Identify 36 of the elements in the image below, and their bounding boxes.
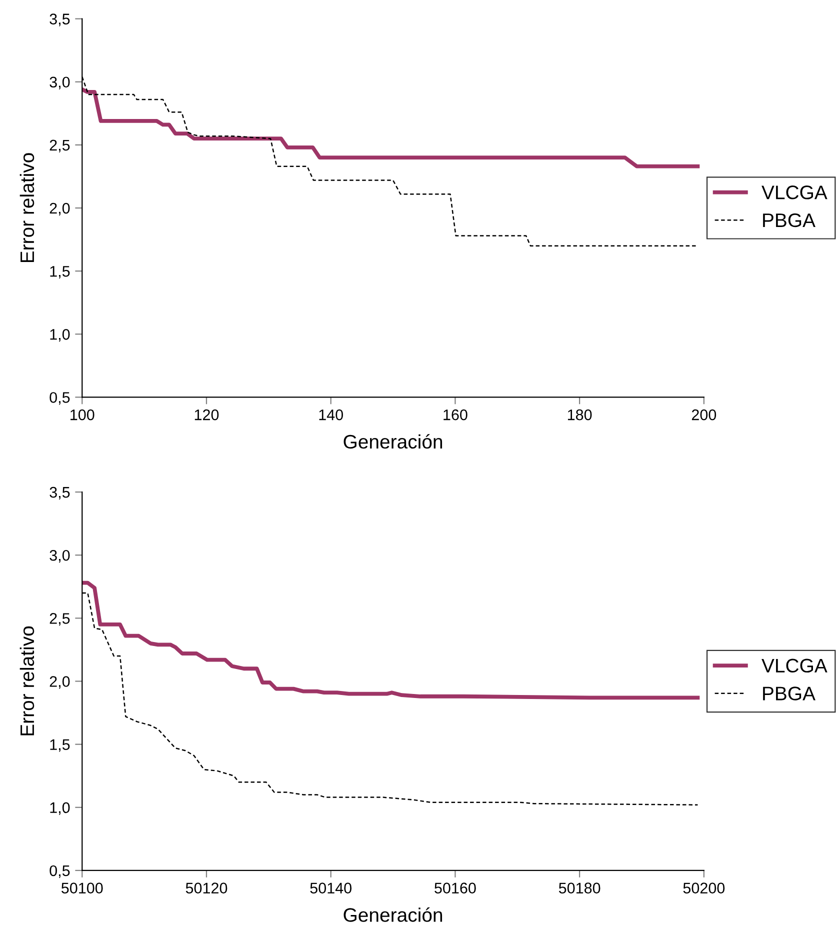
x-tick-label: 160 (444, 409, 468, 420)
y-tick-label: 3,0 (50, 76, 70, 90)
y-tick-label: 2,0 (50, 202, 70, 216)
line-series (82, 87, 700, 168)
x-tick-label: 140 (319, 409, 343, 420)
x-axis-title: Generación (344, 434, 442, 449)
x-tick-label: 50100 (61, 882, 103, 894)
x-axis-title: Generación (344, 907, 442, 922)
x-tick-label: 200 (692, 409, 716, 420)
x-tick-label: 120 (194, 409, 219, 420)
x-tick-label: 180 (568, 409, 592, 420)
y-axis-title: Error relativo (20, 153, 34, 262)
y-tick-label: 1,0 (50, 802, 70, 815)
x-tick-label: 50140 (310, 882, 352, 894)
y-tick-label: 1,5 (50, 266, 70, 279)
y-tick-label: 3,5 (50, 14, 70, 26)
x-tick-label: 100 (70, 409, 94, 420)
legend-label: VLCGA (762, 186, 828, 200)
line-series (82, 580, 700, 700)
legend-label: PBGA (763, 686, 816, 700)
y-tick-label: 1,5 (50, 739, 70, 752)
y-tick-label: 1,0 (50, 328, 70, 342)
x-tick-label: 50160 (434, 882, 476, 894)
y-tick-label: 2,5 (50, 613, 70, 626)
x-tick-label: 50120 (186, 882, 228, 894)
x-tick-label: 50180 (558, 882, 600, 894)
legend-label: VLCGA (762, 658, 828, 673)
y-tick-label: 0,5 (50, 392, 70, 405)
y-tick-label: 0,5 (50, 865, 70, 878)
y-tick-label: 2,5 (50, 140, 70, 152)
x-tick-label: 50200 (683, 882, 725, 894)
y-tick-label: 3,5 (50, 486, 70, 500)
y-tick-label: 3,0 (50, 550, 70, 563)
y-tick-label: 2,0 (50, 676, 70, 689)
legend-label: PBGA (763, 213, 816, 228)
y-axis-title: Error relativo (20, 626, 34, 736)
